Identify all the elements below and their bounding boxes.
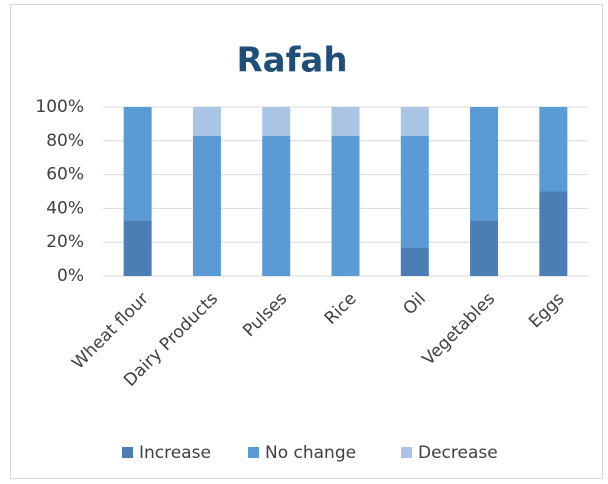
y-tick-label: 40% <box>46 198 84 218</box>
legend-label: No change <box>265 443 356 463</box>
bar-segment <box>470 107 499 221</box>
y-tick-label: 20% <box>46 232 84 252</box>
legend-swatch <box>248 447 259 458</box>
bar-segment <box>470 220 499 276</box>
bar-segment <box>331 135 360 276</box>
y-tick-label: 80% <box>46 131 84 151</box>
chart-title: Rafah <box>236 41 347 81</box>
y-tick-label: 100% <box>35 97 84 117</box>
bar-segment <box>400 107 429 136</box>
bar-segment <box>400 247 429 276</box>
legend-label: Decrease <box>418 443 498 463</box>
bar-segment <box>262 135 291 276</box>
y-tick-label: 0% <box>57 266 84 286</box>
bar-segment <box>539 191 568 276</box>
bar-segment <box>539 107 568 192</box>
bar-segment <box>192 135 221 276</box>
bar-segment <box>123 220 152 276</box>
legend-swatch <box>401 447 412 458</box>
y-tick-label: 60% <box>46 165 84 185</box>
bar-segment <box>262 107 291 136</box>
chart-frame <box>10 4 603 479</box>
legend-label: Increase <box>139 443 211 463</box>
bar-segment <box>400 135 429 248</box>
bar-segment <box>123 107 152 221</box>
bar-segment <box>192 107 221 136</box>
legend-swatch <box>122 447 133 458</box>
bar-segment <box>331 107 360 136</box>
